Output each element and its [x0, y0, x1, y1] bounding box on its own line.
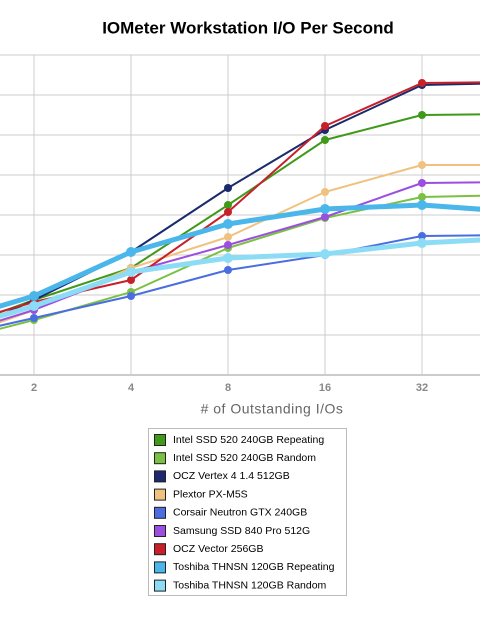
- legend-swatch: [154, 488, 166, 501]
- series-line: [0, 194, 480, 330]
- point: [224, 266, 232, 274]
- legend-label: Intel SSD 520 240GB Repeating: [173, 434, 324, 446]
- legend-swatch: [154, 452, 166, 465]
- point: [29, 291, 39, 301]
- legend-swatch: [154, 543, 166, 556]
- point: [418, 193, 426, 201]
- point: [321, 188, 329, 196]
- point: [417, 200, 427, 210]
- legend-label: Toshiba THNSN 120GB Random: [173, 579, 327, 591]
- point: [127, 292, 135, 300]
- x-tick-label: 8: [225, 382, 231, 394]
- point: [418, 179, 426, 187]
- legend-swatch: [154, 561, 166, 574]
- chart-title: IOMeter Workstation I/O Per Second: [102, 18, 394, 37]
- legend-swatch: [154, 506, 166, 519]
- point: [418, 161, 426, 169]
- point: [321, 136, 329, 144]
- point: [321, 213, 329, 221]
- legend-label: Plextor PX-M5S: [173, 488, 248, 500]
- point: [224, 184, 232, 192]
- point: [126, 267, 136, 277]
- legend-label: Intel SSD 520 240GB Random: [173, 452, 316, 464]
- point: [126, 247, 136, 257]
- point: [417, 238, 427, 248]
- point: [224, 241, 232, 249]
- series-line: [0, 202, 480, 309]
- legend-label: Toshiba THNSN 120GB Repeating: [173, 561, 335, 573]
- point: [320, 249, 330, 259]
- x-tick-label: 2: [31, 382, 37, 394]
- x-tick-label: 4: [128, 382, 135, 394]
- x-tick-label: 32: [416, 382, 428, 394]
- point: [127, 276, 135, 284]
- point: [418, 79, 426, 87]
- point: [320, 204, 330, 214]
- legend-swatch: [154, 434, 166, 446]
- point: [30, 314, 38, 322]
- legend-swatch: [154, 579, 166, 592]
- point: [321, 122, 329, 130]
- point: [223, 253, 233, 263]
- legend-label: Samsung SSD 840 Pro 512G: [173, 525, 310, 537]
- legend-swatch: [154, 525, 166, 537]
- point: [224, 208, 232, 216]
- legend-label: OCZ Vector 256GB: [173, 543, 263, 555]
- legend-label: Corsair Neutron GTX 240GB: [173, 507, 307, 519]
- point: [29, 301, 39, 311]
- point: [418, 111, 426, 119]
- point: [223, 219, 233, 229]
- legend-label: OCZ Vertex 4 1.4 512GB: [173, 470, 290, 482]
- point: [224, 201, 232, 209]
- point: [224, 233, 232, 241]
- legend-box: [148, 428, 347, 596]
- legend-swatch: [154, 470, 166, 483]
- point: [418, 232, 426, 240]
- series-line: [0, 82, 480, 317]
- x-tick-label: 16: [319, 382, 331, 394]
- x-axis-label: # of Outstanding I/Os: [201, 401, 344, 417]
